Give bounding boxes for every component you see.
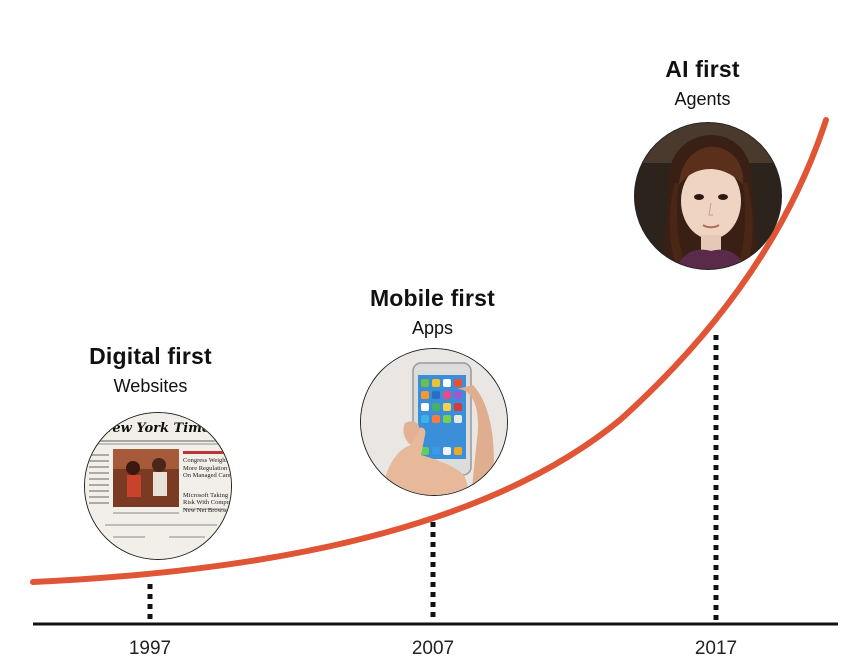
era-subtitle-mobile: Apps	[411, 318, 454, 338]
newspaper-website-photo: New York Times Congress Weighs More Regu…	[84, 412, 232, 560]
newspaper-illustration	[85, 413, 231, 559]
robot-face-illustration	[635, 123, 781, 269]
newspaper-headlines: Congress Weighs More Regulation On Manag…	[183, 457, 231, 514]
era-subtitle-ai: Agents	[674, 89, 731, 109]
era-title-ai: AI first	[665, 56, 740, 82]
headline-3: On Managed Care	[183, 472, 231, 479]
smartphone-illustration	[361, 349, 507, 495]
year-label-2017: 2017	[694, 638, 738, 659]
headline-4: Microsoft Taking	[183, 491, 229, 499]
year-label-1997: 1997	[128, 638, 172, 659]
headline-1: Congress Weighs	[183, 457, 229, 464]
era-title-digital: Digital first	[89, 343, 212, 369]
newspaper-masthead: New York Times	[100, 421, 218, 436]
headline-2: More Regulation	[183, 464, 228, 472]
headline-6: New Net Browser	[183, 506, 230, 514]
headline-5: Risk With Compu	[183, 499, 230, 506]
smartphone-in-hand-photo	[360, 348, 508, 496]
era-title-mobile: Mobile first	[369, 285, 496, 311]
year-label-2007: 2007	[411, 638, 455, 659]
android-robot-face-photo	[634, 122, 782, 270]
growth-curve	[30, 117, 829, 585]
era-subtitle-digital: Websites	[113, 376, 188, 396]
